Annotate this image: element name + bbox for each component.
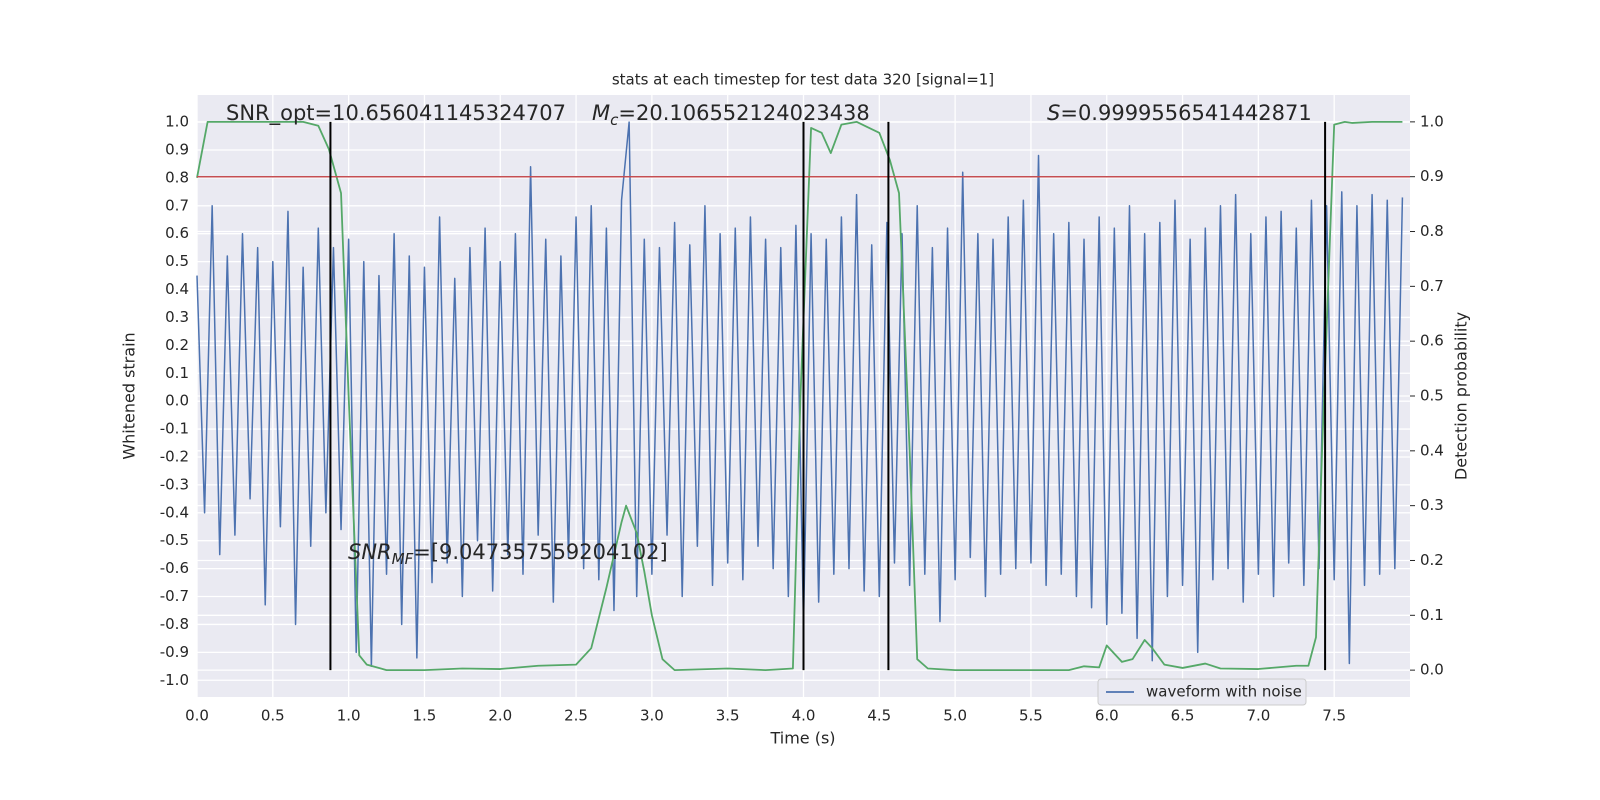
annotation-part: M	[592, 101, 610, 125]
annotation: SNR_opt=10.656041145324707	[226, 101, 566, 126]
y-tick-label: 0.7	[165, 196, 189, 214]
x-tick-label: 1.5	[413, 707, 437, 725]
y-tick-label: -0.1	[160, 420, 189, 438]
y2-tick-label: 0.3	[1420, 496, 1444, 514]
x-tick-label: 4.5	[867, 707, 891, 725]
y-tick-label: -0.7	[160, 587, 189, 605]
chart-title: stats at each timestep for test data 320…	[612, 71, 994, 89]
series-line	[196, 120, 1403, 672]
x-tick-label: 2.5	[564, 707, 588, 725]
annotation: Mc=20.106552124023438	[592, 101, 870, 129]
y2-tick-label: 0.5	[1420, 387, 1444, 405]
y-tick-label: 0.0	[165, 392, 189, 410]
y-tick-label: 0.5	[165, 252, 189, 270]
y-tick-label: 0.2	[165, 336, 189, 354]
annotation: SNRMF=[9.047357559204102]	[348, 540, 668, 568]
y-tick-label: 0.9	[165, 140, 189, 158]
legend: waveform with noise	[1097, 678, 1307, 706]
y2-tick-label: 0.7	[1420, 277, 1444, 295]
annotation-part: S	[1047, 101, 1060, 125]
y-tick-label: 1.0	[165, 113, 189, 131]
y-tick-label: -0.8	[160, 615, 189, 633]
y-tick-label: 0.1	[165, 364, 189, 382]
y2-tick-label: 0.0	[1420, 661, 1444, 679]
y-tick-label: -0.5	[160, 531, 189, 549]
y-tick-label: 0.3	[165, 308, 189, 326]
x-tick-label: 3.0	[640, 707, 664, 725]
x-axis-label: Time (s)	[769, 729, 835, 748]
x-tick-label: 7.0	[1246, 707, 1270, 725]
annotation-part: SNR_opt=10.656041145324707	[226, 101, 566, 126]
x-tick-label: 5.5	[1019, 707, 1043, 725]
y-tick-label: -0.4	[160, 503, 189, 521]
x-tick-label: 1.0	[337, 707, 361, 725]
y2-tick-label: 0.1	[1420, 606, 1444, 624]
annotation: S=0.9999556541442871	[1047, 101, 1312, 125]
y2-tick-label: 0.9	[1420, 167, 1444, 185]
annotation-part: =0.9999556541442871	[1060, 101, 1311, 125]
y-tick-label: -0.6	[160, 559, 189, 577]
x-tick-label: 6.5	[1171, 707, 1195, 725]
annotation-part: SNR	[348, 540, 392, 564]
y2-tick-label: 0.6	[1420, 332, 1444, 350]
y2-tick-label: 1.0	[1420, 112, 1444, 130]
legend-box	[1097, 678, 1307, 706]
x-tick-label: 0.5	[261, 707, 285, 725]
annotation-part: MF	[392, 550, 414, 568]
marks	[196, 120, 1410, 672]
x-tick-label: 0.0	[185, 707, 209, 725]
y-axis-label: Whitened strain	[120, 332, 139, 459]
y2-tick-label: 0.8	[1420, 222, 1444, 240]
x-tick-label: 5.0	[943, 707, 967, 725]
annotation-part: =[9.047357559204102]	[413, 540, 667, 564]
y-tick-label: 0.4	[165, 280, 189, 298]
y-tick-label: -1.0	[160, 671, 189, 689]
annotation-part: =20.106552124023438	[618, 101, 869, 125]
x-tick-label: 4.0	[792, 707, 816, 725]
y-tick-label: -0.9	[160, 643, 189, 661]
y2-axis-label: Detection probability	[1452, 312, 1471, 480]
annotation-part: c	[610, 111, 619, 129]
x-tick-label: 7.5	[1322, 707, 1346, 725]
x-tick-label: 6.0	[1095, 707, 1119, 725]
y-tick-label: -0.3	[160, 475, 189, 493]
x-tick-label: 3.5	[716, 707, 740, 725]
y-tick-label: 0.6	[165, 224, 189, 242]
y2-tick-label: 0.4	[1420, 441, 1444, 459]
y-tick-label: -0.2	[160, 447, 189, 465]
legend-label: waveform with noise	[1146, 683, 1302, 701]
x-tick-label: 2.0	[488, 707, 512, 725]
y2-tick-label: 0.2	[1420, 551, 1444, 569]
y-tick-label: 0.8	[165, 168, 189, 186]
